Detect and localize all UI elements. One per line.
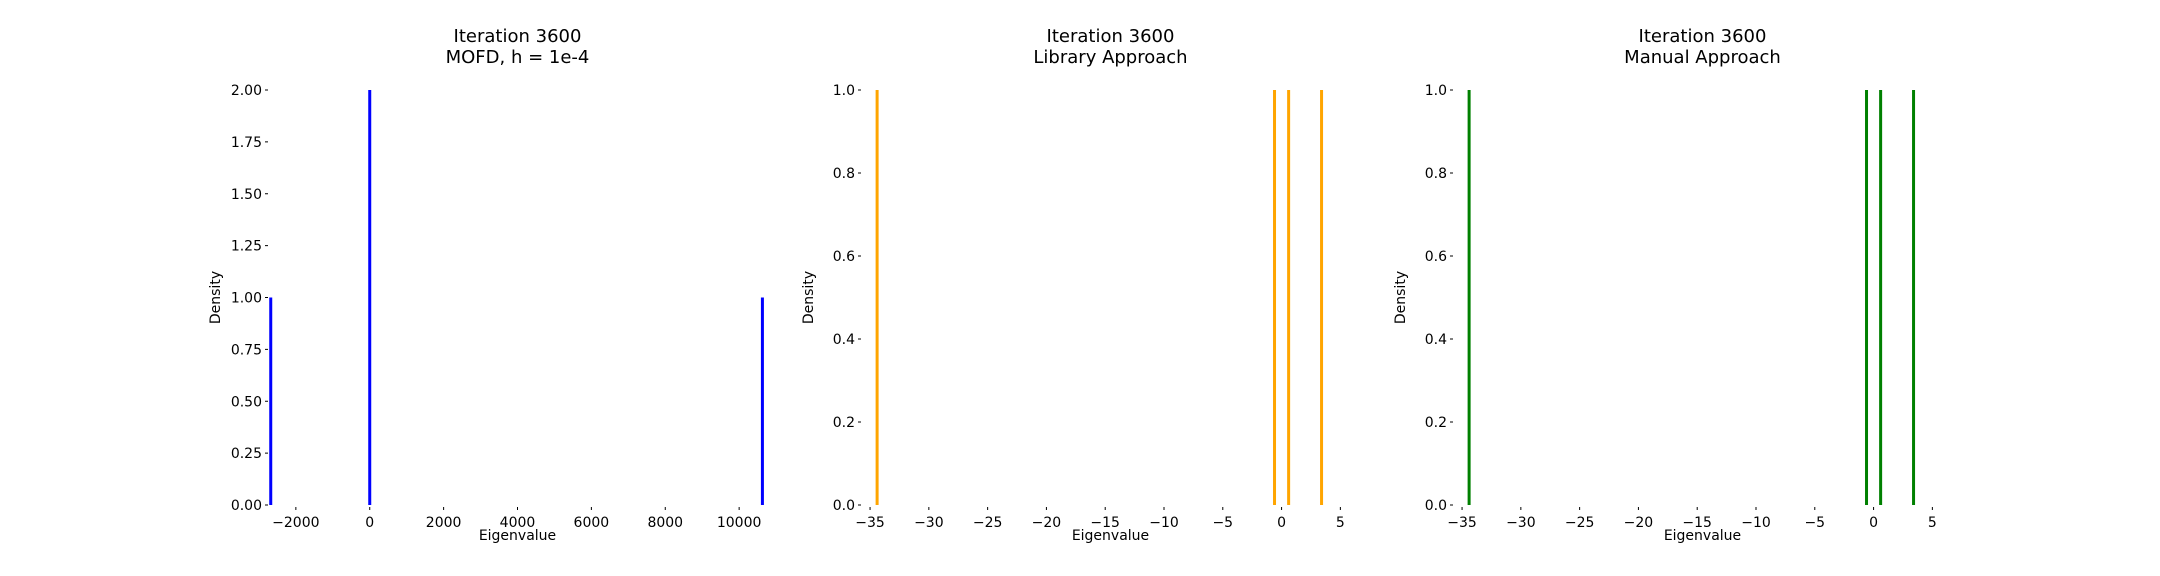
- x-tick-label: −35: [855, 515, 885, 531]
- bar: [1865, 90, 1869, 505]
- y-tick-label: 1.0: [1425, 83, 1447, 99]
- x-tick-label: 5: [1928, 515, 1937, 531]
- chart-title: Iteration 3600: [1639, 26, 1767, 47]
- y-tick-label: 1.50: [231, 187, 262, 203]
- y-tick-label: 1.25: [231, 239, 262, 255]
- bar: [1879, 90, 1883, 505]
- y-tick-label: 1.00: [231, 291, 262, 307]
- y-tick-label: 0.8: [1425, 166, 1447, 182]
- y-tick-label: 0.8: [833, 166, 855, 182]
- x-tick-label: −5: [1804, 515, 1825, 531]
- chart-subtitle: MOFD, h = 1e-4: [446, 47, 590, 68]
- y-tick-label: 0.50: [231, 394, 262, 410]
- x-tick-label: 0: [365, 515, 374, 531]
- y-tick-label: 0.6: [1425, 249, 1447, 265]
- chart-subtitle: Library Approach: [1033, 47, 1187, 68]
- tick-group: 0.0 0.2 0.4 0.6 0.8 1.0 −35 −30 −25 −20 −15 −10 −5 0 5: [833, 83, 1345, 531]
- x-tick-label: −10: [1741, 515, 1771, 531]
- y-tick-label: 0.6: [833, 249, 855, 265]
- y-tick-label: 2.00: [231, 83, 262, 99]
- x-tick-label: −30: [1506, 515, 1536, 531]
- y-tick-label: 1.0: [833, 83, 855, 99]
- y-axis-label: Density: [1393, 271, 1409, 324]
- y-tick-label: 0.75: [231, 342, 262, 358]
- y-axis-label: Density: [801, 271, 817, 324]
- x-tick-label: 2000: [426, 515, 462, 531]
- chart-panel-library: Iteration 3600 Library Approach Eigenval…: [801, 26, 1345, 544]
- x-tick-label: −5: [1212, 515, 1233, 531]
- y-tick-label: 0.00: [231, 498, 262, 514]
- x-tick-label: −25: [1565, 515, 1595, 531]
- x-tick-label: −15: [1682, 515, 1712, 531]
- chart-panel-mofd: Iteration 3600 MOFD, h = 1e-4 Eigenvalue…: [208, 26, 764, 544]
- x-axis-label: Eigenvalue: [479, 528, 556, 544]
- bar: [368, 90, 372, 505]
- x-tick-label: 6000: [574, 515, 610, 531]
- x-tick-label: −30: [914, 515, 944, 531]
- x-tick-label: −35: [1447, 515, 1477, 531]
- x-tick-label: 10000: [717, 515, 762, 531]
- chart-panel-manual: Iteration 3600 Manual Approach Eigenvalu…: [1393, 26, 1937, 544]
- bar: [760, 297, 764, 505]
- y-tick-label: 0.2: [833, 415, 855, 431]
- chart-title: Iteration 3600: [1047, 26, 1175, 47]
- x-axis-label: Eigenvalue: [1664, 528, 1741, 544]
- tick-group: 0.00 0.25 0.50 0.75 1.00 1.25 1.50 1.75 2.00 −200…: [231, 83, 762, 531]
- x-tick-label: 0: [1277, 515, 1286, 531]
- y-tick-label: 0.0: [1425, 498, 1447, 514]
- x-tick-label: −20: [1624, 515, 1654, 531]
- bar: [1467, 90, 1471, 505]
- x-tick-label: −10: [1149, 515, 1179, 531]
- y-tick-label: 1.75: [231, 135, 262, 151]
- x-tick-label: −25: [973, 515, 1003, 531]
- x-tick-label: 5: [1336, 515, 1345, 531]
- chart-title: Iteration 3600: [454, 26, 582, 47]
- x-tick-label: −15: [1090, 515, 1120, 531]
- bar: [1912, 90, 1916, 505]
- bar: [875, 90, 879, 505]
- bar: [269, 297, 273, 505]
- x-tick-label: 4000: [500, 515, 536, 531]
- chart-subtitle: Manual Approach: [1624, 47, 1781, 68]
- bar: [1273, 90, 1277, 505]
- bar-group: [875, 90, 1324, 505]
- bar: [1287, 90, 1291, 505]
- bar-group: [269, 90, 764, 505]
- y-tick-label: 0.25: [231, 446, 262, 462]
- y-tick-label: 0.2: [1425, 415, 1447, 431]
- tick-group: 0.0 0.2 0.4 0.6 0.8 1.0 −35 −30 −25 −20 −15 −10 −5 0 5: [1425, 83, 1937, 531]
- y-axis-label: Density: [208, 271, 224, 324]
- x-tick-label: −20: [1032, 515, 1062, 531]
- y-tick-label: 0.0: [833, 498, 855, 514]
- x-tick-label: 8000: [647, 515, 683, 531]
- x-tick-label: 0: [1869, 515, 1878, 531]
- y-tick-label: 0.4: [833, 332, 855, 348]
- y-tick-label: 0.4: [1425, 332, 1447, 348]
- bar: [1320, 90, 1324, 505]
- x-axis-label: Eigenvalue: [1072, 528, 1149, 544]
- bar-group: [1467, 90, 1916, 505]
- x-tick-label: −2000: [272, 515, 319, 531]
